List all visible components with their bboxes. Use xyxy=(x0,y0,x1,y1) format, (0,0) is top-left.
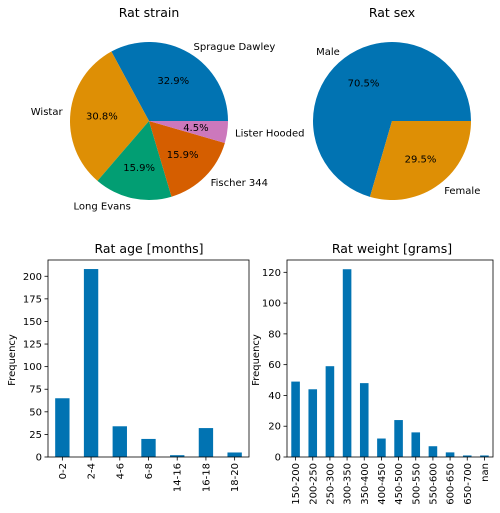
age-x-tick-14-16: 14-16 xyxy=(173,463,184,492)
strain-pie-chart: Rat strain Sprague Dawley 32.9% Wistar 30.8… xyxy=(31,5,305,213)
weight-bar-300-350 xyxy=(342,269,352,457)
sex-pie-chart: Rat sex Male 70.5% Female 29.5% xyxy=(313,5,480,200)
strain-slice-sprague-dawley-label: Sprague Dawley xyxy=(194,42,276,53)
weight-y-tick-20: 20 xyxy=(268,422,281,433)
weight-x-tick-600-650: 600-650 xyxy=(446,463,457,505)
weight-x-tick-650-700: 650-700 xyxy=(463,463,474,505)
strain-slice-wistar xyxy=(70,51,149,181)
age-y-tick-150: 150 xyxy=(23,317,42,328)
weight-x-tick-250-300: 250-300 xyxy=(325,463,336,505)
weight-bar-chart: Rat weight [grams] Frequency 150-200 200-… xyxy=(251,241,494,505)
age-x-tick-4-6: 4-6 xyxy=(115,463,126,479)
age-x-tick-2-4: 2-4 xyxy=(87,463,98,479)
age-x-tick-16-18: 16-18 xyxy=(201,463,212,492)
sex-slice-male-label: Male xyxy=(316,47,340,58)
strain-slice-sprague-dawley-percent: 32.9% xyxy=(157,76,189,87)
weight-y-tick-120: 120 xyxy=(262,268,281,279)
strain-slice-lister-hooded-percent: 4.5% xyxy=(183,123,208,134)
strain-slice-fischer-344-percent: 15.9% xyxy=(167,150,199,161)
age-y-tick-50: 50 xyxy=(29,407,42,418)
sex-slice-female xyxy=(369,121,471,200)
age-y-tick-25: 25 xyxy=(29,430,42,441)
weight-x-tick-150-200: 150-200 xyxy=(291,463,302,505)
weight-bar-200-250 xyxy=(308,389,318,457)
age-bar-14-16 xyxy=(170,455,185,457)
weight-bar-650-700 xyxy=(462,455,472,457)
weight-bar-350-400 xyxy=(359,383,369,458)
sex-slice-female-label: Female xyxy=(444,186,480,197)
weight-y-tick-40: 40 xyxy=(268,391,281,402)
weight-x-tick-200-250: 200-250 xyxy=(308,463,319,505)
weight-bar-400-450 xyxy=(377,438,386,457)
weight-x-tick-350-400: 350-400 xyxy=(360,463,371,505)
age-bar-18-20 xyxy=(227,452,242,457)
weight-bar-600-650 xyxy=(445,452,455,457)
weight-y-tick-60: 60 xyxy=(268,360,281,371)
strain-slice-long-evans-label: Long Evans xyxy=(74,202,131,213)
weight-bar-nan xyxy=(480,455,489,457)
strain-pie-title: Rat strain xyxy=(119,5,180,20)
weight-y-tick-100: 100 xyxy=(262,299,281,310)
strain-slice-long-evans-percent: 15.9% xyxy=(123,163,155,174)
age-bar-2-4 xyxy=(83,269,99,457)
age-y-tick-175: 175 xyxy=(23,294,42,305)
age-y-tick-125: 125 xyxy=(23,340,42,351)
weight-bar-550-600 xyxy=(428,446,438,457)
weight-y-tick-0: 0 xyxy=(275,453,281,464)
weight-bar-250-300 xyxy=(325,366,335,457)
age-y-axis-label: Frequency xyxy=(7,334,18,386)
age-bar-0-2 xyxy=(55,398,70,457)
sex-slice-male xyxy=(313,41,471,197)
age-bar-16-18 xyxy=(198,428,214,457)
age-plot-frame xyxy=(47,259,250,458)
strain-slice-fischer-344 xyxy=(149,121,225,197)
strain-slice-long-evans xyxy=(97,121,172,200)
age-y-tick-0: 0 xyxy=(36,453,42,464)
age-x-tick-6-8: 6-8 xyxy=(144,463,155,479)
strain-slice-wistar-label: Wistar xyxy=(31,107,64,118)
sex-pie-title: Rat sex xyxy=(369,5,415,20)
weight-bar-450-500 xyxy=(394,420,403,457)
age-y-tick-100: 100 xyxy=(23,362,42,373)
weight-x-tick-550-600: 550-600 xyxy=(428,463,439,505)
weight-x-tick-nan: nan xyxy=(480,463,491,482)
weight-x-tick-300-350: 300-350 xyxy=(343,463,354,505)
sex-slice-female-percent: 29.5% xyxy=(405,154,437,165)
weight-y-tick-80: 80 xyxy=(268,329,281,340)
weight-bar-title: Rat weight [grams] xyxy=(332,241,452,256)
age-x-tick-0-2: 0-2 xyxy=(58,463,69,479)
strain-slice-fischer-344-label: Fischer 344 xyxy=(211,178,268,189)
weight-bar-500-550 xyxy=(411,432,421,458)
age-y-tick-75: 75 xyxy=(29,385,42,396)
weight-x-tick-400-450: 400-450 xyxy=(377,463,388,505)
age-y-tick-200: 200 xyxy=(23,272,42,283)
weight-x-tick-450-500: 450-500 xyxy=(394,463,405,505)
strain-slice-lister-hooded-label: Lister Hooded xyxy=(235,129,305,140)
age-bar-title: Rat age [months] xyxy=(94,241,203,256)
weight-y-axis-label: Frequency xyxy=(251,334,262,386)
strain-slice-sprague-dawley xyxy=(111,41,228,121)
sex-slice-male-percent: 70.5% xyxy=(348,79,380,90)
weight-plot-frame xyxy=(286,259,494,458)
strain-slice-wistar-percent: 30.8% xyxy=(86,111,118,122)
age-x-tick-18-20: 18-20 xyxy=(230,463,241,492)
strain-slice-lister-hooded xyxy=(149,121,228,144)
weight-x-tick-500-550: 500-550 xyxy=(411,463,422,505)
age-bar-6-8 xyxy=(141,438,156,457)
age-bar-chart: Rat age [months] Frequency 0-2 2-4 4-6 6-8 1… xyxy=(7,241,250,492)
weight-bar-150-200 xyxy=(291,381,300,457)
age-bar-4-6 xyxy=(112,426,127,457)
